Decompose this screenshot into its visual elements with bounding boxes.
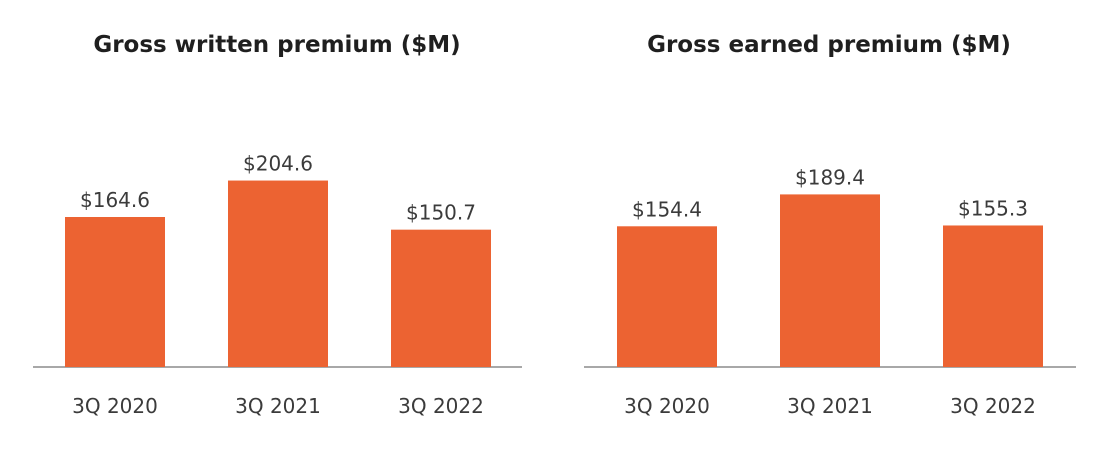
x-tick-label: 3Q 2021 <box>235 394 321 418</box>
x-tick-label: 3Q 2020 <box>72 394 158 418</box>
x-tick-label: 3Q 2022 <box>398 394 484 418</box>
x-tick-label: 3Q 2020 <box>624 394 710 418</box>
bar <box>617 226 717 367</box>
bar <box>228 180 328 367</box>
chart-title: Gross written premium ($M) <box>93 32 460 58</box>
chart-gross-earned-premium: Gross earned premium ($M) $154.4 3Q 2020 $… <box>584 32 1076 418</box>
chart-gross-written-premium: Gross written premium ($M) $164.6 3Q 2020… <box>33 32 522 418</box>
chart-title: Gross earned premium ($M) <box>647 32 1011 58</box>
bar <box>65 217 165 367</box>
data-label: $155.3 <box>958 196 1028 220</box>
x-tick-label: 3Q 2021 <box>787 394 873 418</box>
bar <box>943 225 1043 367</box>
data-label: $204.6 <box>243 152 313 176</box>
data-label: $164.6 <box>80 188 150 212</box>
bar <box>780 194 880 367</box>
data-label: $189.4 <box>795 165 865 189</box>
data-label: $150.7 <box>406 201 476 225</box>
data-label: $154.4 <box>632 197 702 221</box>
x-tick-label: 3Q 2022 <box>950 394 1036 418</box>
bar <box>391 229 491 367</box>
